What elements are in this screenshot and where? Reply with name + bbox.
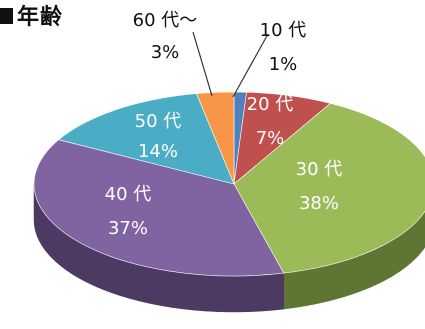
slice-value-10: 1% [269,54,298,75]
slice-value-30: 38% [299,193,339,214]
leader-lines [192,31,269,98]
slice-40 [33,139,285,277]
slice-50 [58,93,235,185]
leader-line-10 [232,33,269,98]
chart-title-text: 年齢 [17,5,64,30]
chart-title: 年齢 [0,0,63,30]
slice-60 [196,91,235,185]
slice-label-20: 20 代 [247,94,294,115]
leader-line-60 [192,31,213,97]
slice-value-20: 7% [256,128,285,149]
pie-slices [33,91,425,277]
slice-label-10: 10 代 [260,20,307,41]
slice-value-50: 14% [138,141,178,162]
slice-30 [233,103,425,274]
slice-label-40: 40 代 [105,184,152,205]
slice-value-60: 3% [151,42,180,63]
slice-label-60: 60 代〜 [133,10,198,31]
title-bullet-icon [0,8,13,24]
slice-label-30: 30 代 [296,159,343,180]
slice-label-50: 50 代 [135,111,182,132]
data-labels: 10 代 1% 20 代 7% 30 代 38% 40 代 37% 50 代 14% 60 代〜 3% [105,10,343,239]
slice-value-40: 37% [108,218,148,239]
